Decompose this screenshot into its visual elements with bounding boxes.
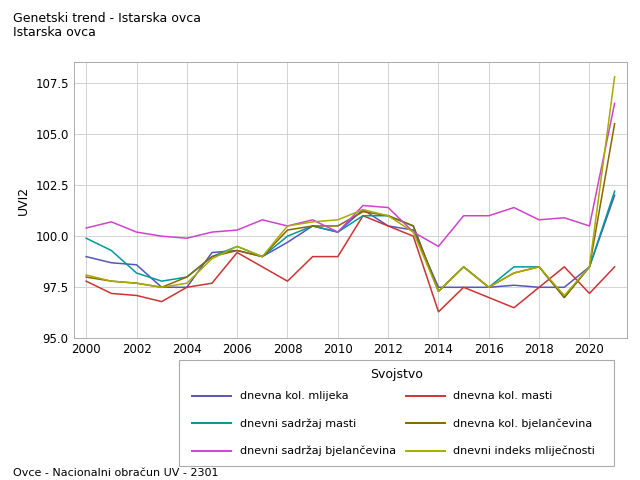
- Text: Ovce - Nacionalni obračun UV - 2301: Ovce - Nacionalni obračun UV - 2301: [13, 468, 218, 478]
- Text: Genetski trend - Istarska ovca: Genetski trend - Istarska ovca: [13, 12, 201, 25]
- FancyBboxPatch shape: [179, 360, 614, 466]
- Text: dnevna kol. bjelančevina: dnevna kol. bjelančevina: [453, 418, 593, 429]
- Text: dnevna kol. masti: dnevna kol. masti: [453, 391, 553, 401]
- Text: dnevni indeks mliječnosti: dnevni indeks mliječnosti: [453, 445, 595, 456]
- Text: dnevni sadržaj masti: dnevni sadržaj masti: [240, 418, 356, 429]
- Y-axis label: UVI2: UVI2: [17, 186, 29, 215]
- Text: dnevna kol. mlijeka: dnevna kol. mlijeka: [240, 391, 349, 401]
- Text: Istarska ovca: Istarska ovca: [13, 26, 95, 39]
- X-axis label: Godina rođenja: Godina rođenja: [303, 362, 398, 375]
- Text: Svojstvo: Svojstvo: [371, 369, 423, 382]
- Text: dnevni sadržaj bjelančevina: dnevni sadržaj bjelančevina: [240, 445, 396, 456]
